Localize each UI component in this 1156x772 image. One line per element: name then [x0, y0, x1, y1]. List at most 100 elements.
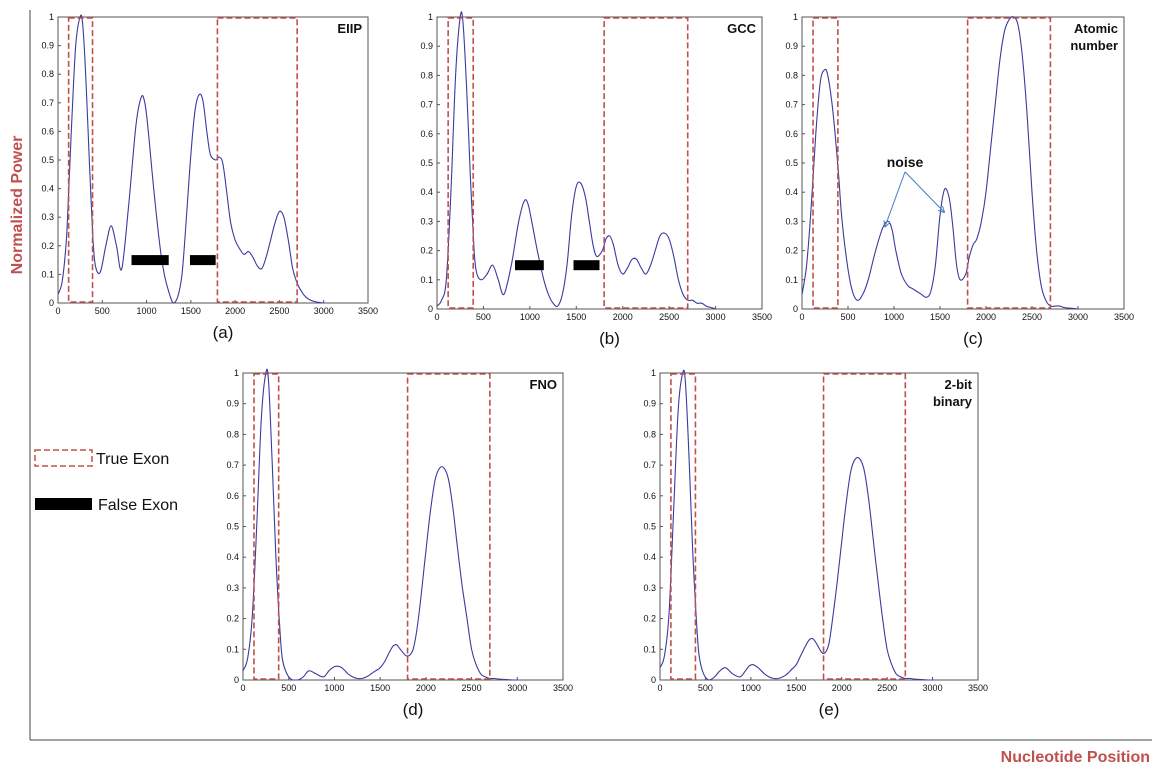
y-tick-label: 0.7	[785, 100, 798, 110]
annotation-arrowhead	[883, 220, 891, 228]
y-tick-label: 0.5	[41, 155, 54, 165]
x-tick-label: 500	[840, 312, 855, 322]
y-tick-label: 0.5	[785, 158, 798, 168]
x-tick-label: 500	[476, 312, 491, 322]
x-tick-label: 1000	[741, 683, 761, 693]
y-tick-label: 0.3	[226, 583, 239, 593]
y-tick-label: 0	[234, 675, 239, 685]
x-tick-label: 3000	[706, 312, 726, 322]
y-tick-label: 0.8	[420, 70, 433, 80]
x-tick-label: 3000	[507, 683, 527, 693]
y-tick-label: 0.1	[226, 644, 239, 654]
y-tick-label: 0.1	[420, 275, 433, 285]
x-tick-label: 0	[657, 683, 662, 693]
plot-title: number	[1070, 38, 1118, 53]
false-exon-bar	[515, 260, 544, 271]
power-curve	[436, 11, 716, 310]
y-tick-label: 0.9	[785, 41, 798, 51]
x-tick-label: 3500	[553, 683, 573, 693]
x-tick-label: 1500	[370, 683, 390, 693]
chart-panel-5: 0 500 1000 1500 2000 2500 3000 3500 0 0.1 0.2 0.3 0.…	[643, 368, 988, 719]
annotation-arrowhead	[937, 205, 946, 214]
x-tick-label: 0	[55, 306, 60, 316]
x-tick-label: 2000	[613, 312, 633, 322]
x-tick-label: 2000	[832, 683, 852, 693]
y-tick-label: 0.2	[643, 614, 656, 624]
y-tick-label: 0.2	[785, 246, 798, 256]
panel-label: (e)	[819, 700, 840, 719]
power-curve	[57, 14, 324, 304]
power-curve	[242, 368, 518, 681]
panel-label: (d)	[403, 700, 424, 719]
chart-panel-1: 0 500 1000 1500 2000 2500 3000 3500 0 0.1 0.2 0.3 0.…	[41, 12, 378, 342]
y-tick-label: 0.2	[420, 246, 433, 256]
x-tick-label: 1500	[786, 683, 806, 693]
y-tick-label: 1	[234, 368, 239, 378]
y-tick-label: 0.1	[41, 269, 54, 279]
y-tick-label: 0.9	[226, 399, 239, 409]
figure-x-axis-label: Nucleotide Position	[1001, 749, 1150, 766]
plot-title: Atomic	[1074, 21, 1118, 36]
x-tick-label: 0	[799, 312, 804, 322]
plot-title: 2-bit	[945, 377, 973, 392]
legend-false-exon-label: False Exon	[98, 497, 178, 514]
x-tick-label: 2500	[269, 306, 289, 316]
y-tick-label: 0.5	[420, 158, 433, 168]
y-tick-label: 1	[793, 12, 798, 22]
y-tick-label: 0	[793, 304, 798, 314]
x-tick-label: 3500	[1114, 312, 1134, 322]
y-tick-label: 0.4	[785, 187, 798, 197]
y-tick-label: 0.2	[41, 241, 54, 251]
plot-area	[659, 372, 979, 681]
true-exon-box	[603, 17, 689, 309]
x-tick-label: 3500	[968, 683, 988, 693]
x-tick-label: 1500	[566, 312, 586, 322]
y-tick-label: 0.8	[41, 69, 54, 79]
y-tick-label: 0.7	[41, 98, 54, 108]
chart-panel-3: 0 500 1000 1500 2000 2500 3000 3500 0 0.1 0.2 0.3 0.…	[785, 12, 1134, 348]
x-tick-label: 1000	[520, 312, 540, 322]
panel-label: (b)	[599, 329, 620, 348]
plot-title: FNO	[530, 377, 557, 392]
panel-label: (c)	[963, 329, 983, 348]
annotation-arrow	[884, 171, 906, 228]
plot-area	[242, 372, 564, 681]
y-tick-label: 0.7	[226, 460, 239, 470]
plot-title: binary	[933, 394, 973, 409]
y-tick-label: 0.3	[41, 212, 54, 222]
x-tick-label: 2000	[976, 312, 996, 322]
y-tick-label: 0.9	[420, 41, 433, 51]
x-tick-label: 2000	[416, 683, 436, 693]
y-tick-label: 0.4	[226, 552, 239, 562]
y-tick-label: 0.4	[41, 184, 54, 194]
x-tick-label: 3000	[314, 306, 334, 316]
noise-annotation: noise	[887, 154, 924, 170]
panels: 0 500 1000 1500 2000 2500 3000 350000.10.20.30.…	[41, 11, 1134, 719]
y-tick-label: 0.9	[643, 399, 656, 409]
legend: True Exon False Exon	[34, 449, 178, 514]
true-exon-box	[216, 17, 298, 303]
false-exon-bar	[131, 255, 169, 266]
y-tick-label: 0.2	[226, 614, 239, 624]
figure-y-axis-label: Normalized Power	[9, 136, 26, 275]
y-tick-label: 0.8	[226, 429, 239, 439]
true-exon-box	[67, 17, 94, 303]
y-tick-label: 1	[49, 12, 54, 22]
true-exon-box	[447, 17, 475, 309]
y-tick-label: 0	[49, 298, 54, 308]
x-tick-label: 500	[281, 683, 296, 693]
legend-false-exon-swatch	[35, 498, 92, 510]
y-tick-label: 0.6	[41, 126, 54, 136]
legend-true-exon-swatch	[34, 449, 93, 467]
y-tick-label: 1	[428, 12, 433, 22]
y-tick-label: 0.6	[785, 129, 798, 139]
y-tick-label: 0.4	[643, 552, 656, 562]
x-tick-label: 3500	[752, 312, 772, 322]
power-curve	[659, 369, 933, 681]
y-tick-label: 0.6	[420, 129, 433, 139]
true-exon-box	[406, 373, 491, 680]
true-exon-box	[812, 17, 839, 309]
false-exon-bar	[189, 255, 216, 266]
annotation-arrow	[904, 171, 945, 213]
